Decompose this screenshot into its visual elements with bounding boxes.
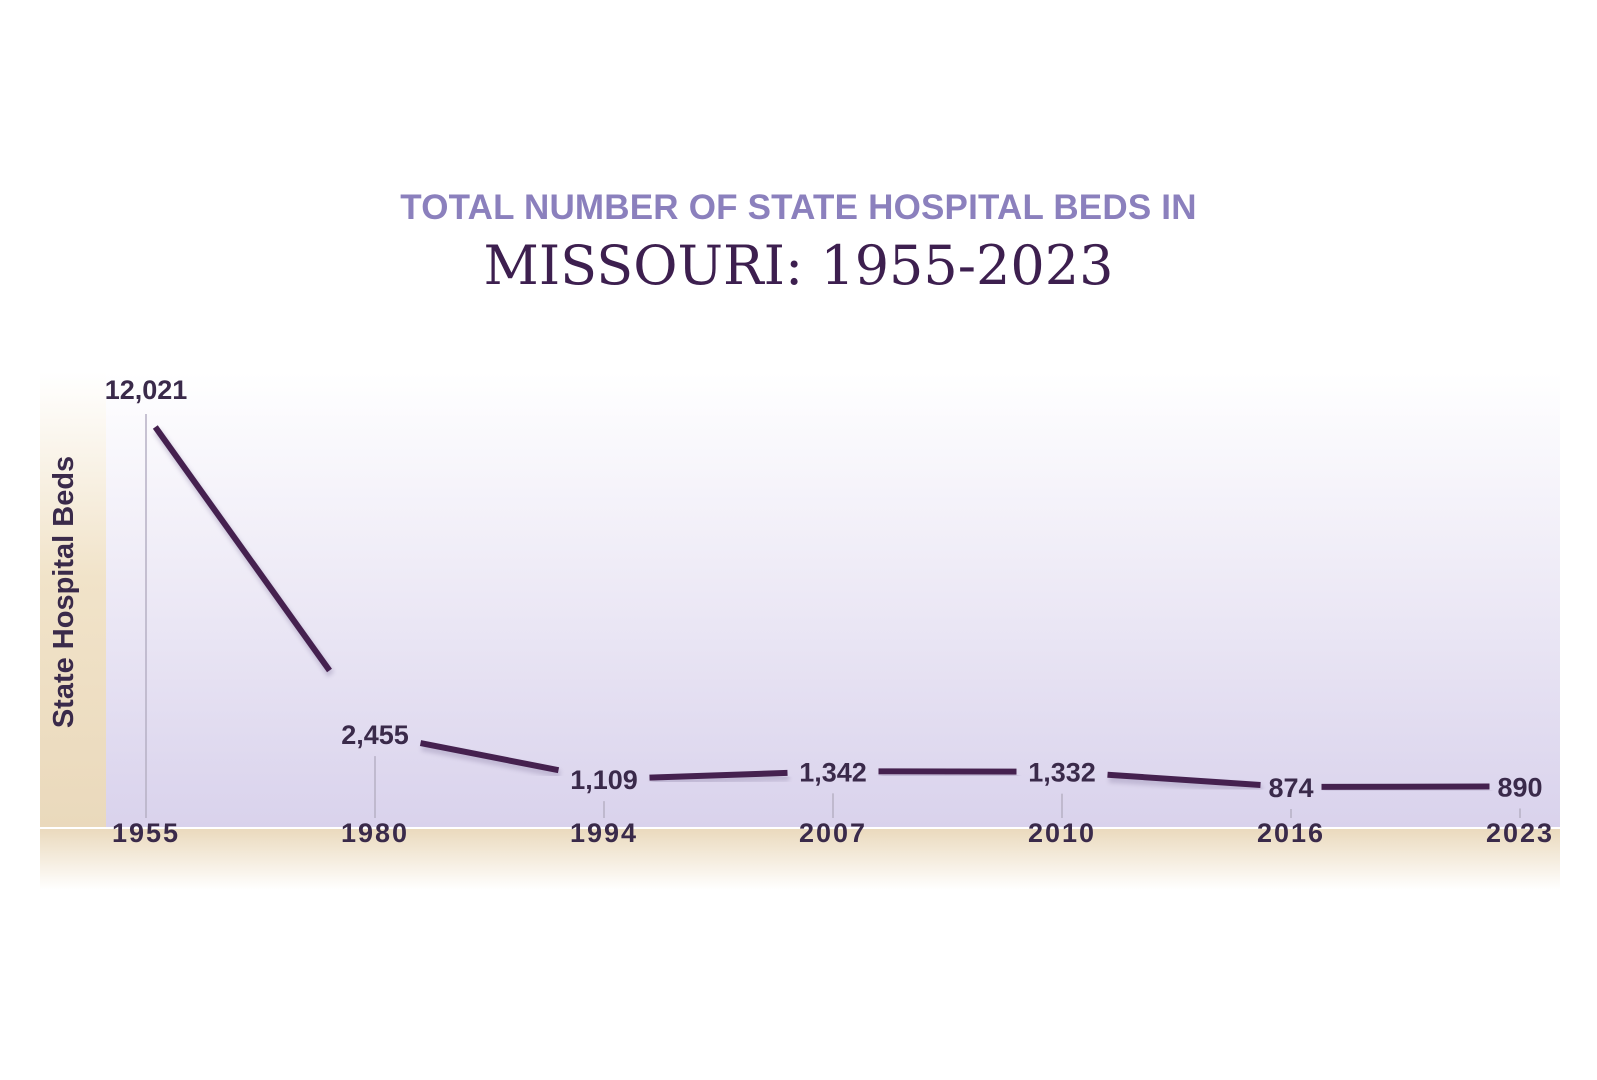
plot-area [106, 372, 1560, 828]
x-tick-label-2023: 2023 [1486, 818, 1554, 848]
y-axis-band [40, 372, 106, 828]
value-label-2010: 1,332 [1028, 758, 1096, 788]
series-shadow-segment [421, 743, 561, 779]
value-label-1994: 1,109 [570, 765, 638, 795]
x-tick-label-1955: 1955 [112, 818, 180, 848]
value-label-2016: 874 [1268, 773, 1313, 803]
x-tick-label-1980: 1980 [341, 818, 409, 848]
drop-lines [145, 414, 1521, 818]
x-axis-band [40, 828, 1560, 890]
value-label-1955: 12,021 [105, 375, 188, 405]
value-label-2007: 1,342 [799, 757, 867, 787]
x-tick-label-2007: 2007 [799, 818, 867, 848]
chart-supertitle: TOTAL NUMBER OF STATE HOSPITAL BEDS IN [400, 188, 1197, 227]
series-line-group [152, 425, 1492, 795]
series-line-segment-2010-2016 [1107, 771, 1261, 788]
x-tick-label-1994: 1994 [570, 818, 638, 848]
chart-title: MISSOURI: 1955-2023 [483, 234, 1114, 297]
series-line-segment-1980-1994 [419, 740, 560, 774]
x-tick-label-2010: 2010 [1028, 818, 1096, 848]
value-labels: 12,021 2,455 1,109 1,342 1,332 874 890 [105, 375, 1543, 803]
value-label-2023: 890 [1497, 772, 1542, 802]
series-line-segment-1955-1980 [152, 425, 332, 673]
x-tick-labels: 1955 1980 1994 2007 2010 2016 2023 [112, 818, 1554, 848]
y-axis-label: State Hospital Beds [48, 456, 80, 728]
series-shadow-segment [650, 772, 790, 786]
series-line-segment-1994-2007 [649, 769, 788, 781]
value-label-1980: 2,455 [341, 720, 409, 750]
x-tick-label-2016: 2016 [1257, 818, 1325, 848]
series-shadow-segment [1108, 774, 1263, 793]
